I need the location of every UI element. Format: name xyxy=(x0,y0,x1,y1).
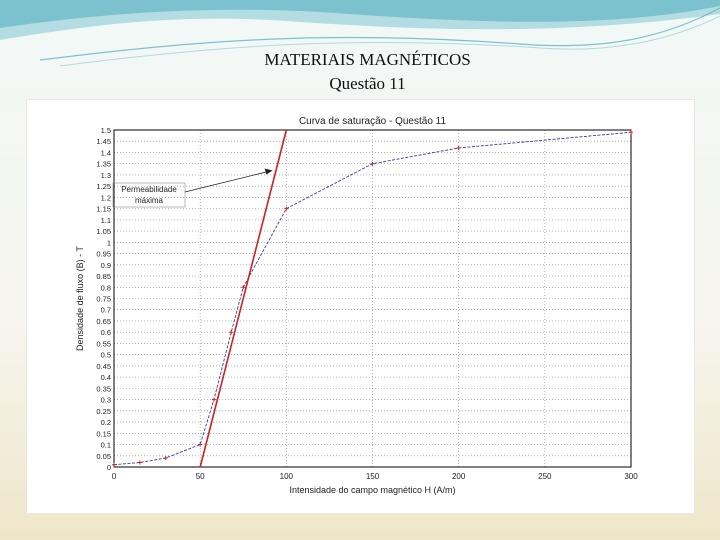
x-tick-label: 200 xyxy=(452,472,466,481)
y-tick-label: 0 xyxy=(107,463,111,472)
y-tick-label: 0.1 xyxy=(101,441,111,450)
annotation-text: Permeabilidade xyxy=(121,185,177,194)
data-point xyxy=(241,285,246,290)
y-tick-label: 0.2 xyxy=(101,418,111,427)
annotation-arrowhead xyxy=(264,168,273,175)
y-tick-label: 0.6 xyxy=(101,328,111,337)
y-tick-label: 1.35 xyxy=(96,160,111,169)
decorative-waves xyxy=(0,0,720,67)
y-tick-label: 0.15 xyxy=(96,429,111,438)
y-tick-label: 0.9 xyxy=(101,261,111,270)
chart-grid xyxy=(113,129,632,468)
data-point xyxy=(629,130,633,135)
data-point xyxy=(198,442,203,447)
x-axis-ticks: 0 50 100 150 200 250 300 xyxy=(112,472,638,481)
y-axis-label: Densidade de fluxo (B) - T xyxy=(75,246,85,351)
data-point xyxy=(211,397,216,402)
y-tick-label: 0.95 xyxy=(96,250,111,259)
y-tick-label: 1.5 xyxy=(101,126,111,135)
y-tick-label: 0.3 xyxy=(101,396,111,405)
data-point xyxy=(137,460,142,465)
annotation-text: máxima xyxy=(135,196,164,205)
x-tick-label: 250 xyxy=(538,472,552,481)
y-tick-label: 0.05 xyxy=(96,452,111,461)
y-tick-label: 0.55 xyxy=(96,339,111,348)
y-tick-label: 1.25 xyxy=(96,182,111,191)
x-tick-label: 0 xyxy=(112,472,117,481)
y-tick-label: 0.5 xyxy=(101,351,111,360)
slide-subtitle: Questão 11 xyxy=(329,74,406,93)
chart-panel: 0 50 100 150 200 250 300 0 0.05 0.1 0.15 0.2 0.25 0.… xyxy=(27,100,694,513)
data-point xyxy=(112,462,116,467)
data-point xyxy=(456,145,461,150)
data-point xyxy=(370,161,375,166)
y-tick-label: 0.4 xyxy=(101,373,111,382)
y-tick-label: 0.65 xyxy=(96,317,111,326)
y-tick-label: 1.2 xyxy=(101,193,111,202)
y-tick-label: 1.15 xyxy=(96,205,111,214)
y-tick-label: 0.25 xyxy=(96,407,111,416)
annotation-box xyxy=(112,182,186,208)
y-axis-ticks: 0 0.05 0.1 0.15 0.2 0.25 0.3 0.35 0.4 0.45 0.5 0.55… xyxy=(96,126,111,472)
y-tick-label: 1.05 xyxy=(96,227,111,236)
y-tick-label: 0.75 xyxy=(96,295,111,304)
y-tick-label: 1.1 xyxy=(101,216,111,225)
data-point xyxy=(163,456,168,461)
chart-series xyxy=(112,129,633,468)
y-tick-label: 0.8 xyxy=(101,283,111,292)
x-tick-label: 150 xyxy=(366,472,380,481)
y-tick-label: 0.7 xyxy=(101,306,111,315)
x-axis-label: Intensidade do campo magnético H (A/m) xyxy=(289,485,455,495)
data-point xyxy=(229,330,234,335)
axes-box xyxy=(113,129,632,468)
y-tick-label: 0.45 xyxy=(96,362,111,371)
y-tick-label: 1.4 xyxy=(101,148,111,157)
chart-annotation: Permeabilidade máxima xyxy=(112,168,273,208)
y-tick-label: 0.85 xyxy=(96,272,111,281)
annotation-arrow xyxy=(184,171,269,193)
data-point xyxy=(284,206,289,211)
x-tick-label: 50 xyxy=(196,472,205,481)
x-tick-label: 300 xyxy=(624,472,638,481)
y-tick-label: 1 xyxy=(107,238,111,247)
y-tick-label: 1.3 xyxy=(101,171,111,180)
magnetization-curve xyxy=(113,131,632,466)
x-tick-label: 100 xyxy=(280,472,294,481)
saturation-chart: 0 50 100 150 200 250 300 0 0.05 0.1 0.15 0.2 0.25 0.… xyxy=(75,116,638,495)
max-permeability-line xyxy=(199,129,288,468)
y-tick-label: 1.45 xyxy=(96,137,111,146)
chart-title: Curva de saturação - Questão 11 xyxy=(299,116,447,127)
slide-title: MATERIAIS MAGNÉTICOS xyxy=(264,50,471,69)
y-tick-label: 0.35 xyxy=(96,384,111,393)
